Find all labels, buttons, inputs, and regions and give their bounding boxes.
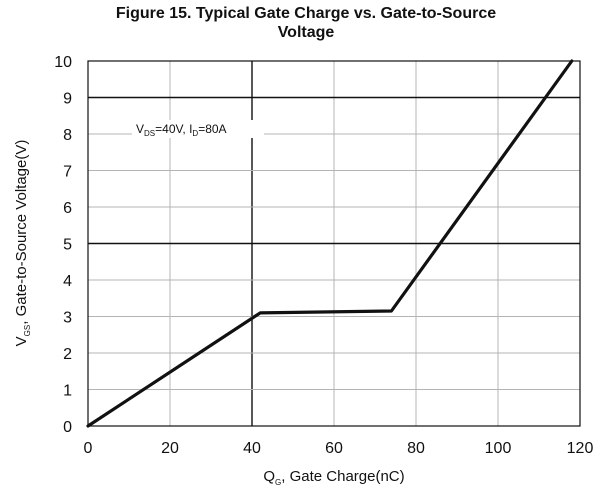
y-tick-labels: 0 1 2 3 4 5 6 7 8 9 10 bbox=[54, 54, 72, 436]
y-tick-label: 5 bbox=[63, 237, 72, 254]
x-tick-label: 100 bbox=[485, 440, 512, 457]
y-tick-label: 4 bbox=[63, 273, 72, 290]
y-tick-label: 9 bbox=[63, 91, 72, 108]
chart-title-line-1: Figure 15. Typical Gate Charge vs. Gate-… bbox=[115, 5, 497, 22]
x-tick-label: 80 bbox=[407, 440, 425, 457]
y-tick-label: 1 bbox=[63, 383, 72, 400]
chart-title-line-2: Voltage bbox=[277, 24, 335, 41]
y-tick-label: 3 bbox=[63, 310, 72, 327]
x-tick-label: 20 bbox=[161, 440, 179, 457]
series-line bbox=[86, 59, 574, 428]
grid bbox=[88, 61, 580, 426]
y-tick-label: 2 bbox=[63, 346, 72, 363]
y-tick-label: 8 bbox=[63, 127, 72, 144]
chart-title: Figure 15. Typical Gate Charge vs. Gate-… bbox=[0, 4, 612, 42]
y-axis-label: VGS, Gate-to-Source Voltage(V) bbox=[13, 140, 32, 347]
annotation-background bbox=[132, 120, 264, 138]
x-tick-label: 60 bbox=[325, 440, 343, 457]
y-tick-label: 0 bbox=[63, 419, 72, 436]
y-tick-label: 10 bbox=[54, 54, 72, 71]
x-axis-label: QG, Gate Charge(nC) bbox=[263, 468, 404, 487]
annotation: VDS=40V, ID=80A bbox=[132, 120, 264, 138]
annotation-text: VDS=40V, ID=80A bbox=[136, 122, 227, 138]
x-tick-labels: 0 20 40 60 80 100 120 bbox=[84, 440, 594, 457]
y-tick-label: 6 bbox=[63, 200, 72, 217]
x-tick-label: 40 bbox=[243, 440, 261, 457]
series-group bbox=[86, 59, 574, 428]
x-tick-label: 120 bbox=[567, 440, 594, 457]
x-tick-label: 0 bbox=[84, 440, 93, 457]
y-tick-label: 7 bbox=[63, 164, 72, 181]
plot-frame bbox=[87, 60, 581, 427]
